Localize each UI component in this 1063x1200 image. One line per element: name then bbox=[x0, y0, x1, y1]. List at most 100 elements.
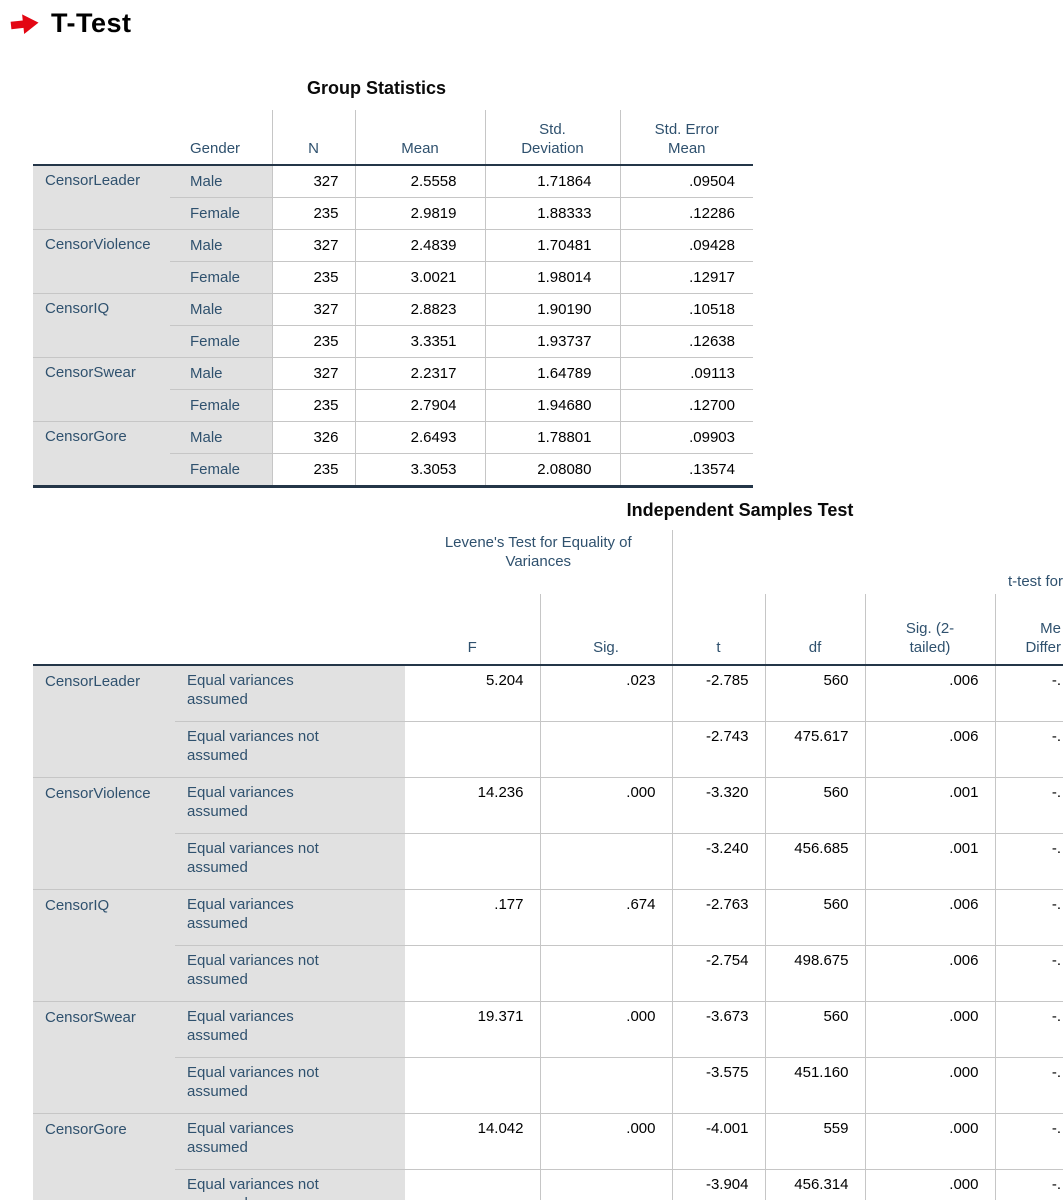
cell-std-deviation: 2.08080 bbox=[484, 453, 620, 488]
span-header-levene-test: Levene's Test for Equality of Variances bbox=[444, 534, 632, 570]
table-row: CensorLeader Male 327 2.5558 1.71864 .09… bbox=[33, 165, 753, 230]
cell-f: .177 bbox=[405, 889, 540, 946]
table-row: Equal variances not assumed -3.240 456.6… bbox=[33, 833, 1063, 890]
cell-n: 326 bbox=[271, 421, 355, 454]
row-header-variable: CensorSwear bbox=[33, 357, 170, 422]
table-row: CensorGore Equal variances assumed 14.04… bbox=[33, 1113, 1063, 1200]
cell-df: 560 bbox=[764, 889, 865, 946]
cell-assumption-label: Equal variances assumed bbox=[175, 1001, 405, 1058]
cell-mean-difference-clipped: -. bbox=[994, 1001, 1063, 1058]
cell-n: 327 bbox=[271, 357, 355, 390]
table-row: CensorIQ Equal variances assumed .177 .6… bbox=[33, 889, 1063, 1002]
cell-f bbox=[405, 721, 540, 778]
cell-f: 14.042 bbox=[405, 1113, 540, 1170]
table-row: Female 235 2.9819 1.88333 .12286 bbox=[33, 197, 753, 230]
cell-std-deviation: 1.88333 bbox=[484, 197, 620, 230]
cell-df: 560 bbox=[764, 665, 865, 722]
independent-samples-test-title: Independent Samples Test bbox=[626, 500, 854, 520]
cell-assumption-label: Equal variances assumed bbox=[175, 1113, 405, 1170]
cell-mean: 2.2317 bbox=[354, 357, 485, 390]
cell-gender: Female bbox=[170, 389, 272, 422]
cell-f: 14.236 bbox=[405, 777, 540, 834]
cell-sig bbox=[539, 721, 672, 778]
cell-std-error-mean: .12638 bbox=[619, 325, 753, 358]
cell-sig-2-tailed: .006 bbox=[864, 721, 995, 778]
cell-sig: .000 bbox=[539, 1001, 672, 1058]
cell-std-deviation: 1.93737 bbox=[484, 325, 620, 358]
cell-n: 235 bbox=[271, 325, 355, 358]
cell-df: 559 bbox=[764, 1113, 865, 1170]
cell-t: -3.575 bbox=[671, 1057, 765, 1114]
cell-std-error-mean: .09504 bbox=[619, 165, 753, 198]
row-header-variable: CensorLeader bbox=[33, 665, 175, 778]
table-row: Equal variances not assumed -2.743 475.6… bbox=[33, 721, 1063, 778]
cell-sig-2-tailed: .006 bbox=[864, 889, 995, 946]
cell-sig-2-tailed: .000 bbox=[864, 1057, 995, 1114]
cell-sig bbox=[539, 1169, 672, 1200]
cell-n: 235 bbox=[271, 197, 355, 230]
table-row: Female 235 2.7904 1.94680 .12700 bbox=[33, 389, 753, 422]
ist-header-row-spans: Levene's Test for Equality of Variances … bbox=[33, 530, 1063, 666]
cell-std-deviation: 1.90190 bbox=[484, 293, 620, 326]
ist-col-header-sig: Sig. bbox=[539, 594, 672, 666]
cell-mean-difference-clipped: -. bbox=[994, 1057, 1063, 1114]
cell-sig bbox=[539, 1057, 672, 1114]
gs-col-header-gender: Gender bbox=[170, 110, 272, 166]
gs-col-header-n: N bbox=[271, 110, 355, 166]
cell-gender: Male bbox=[170, 229, 272, 262]
ist-col-header-sig-2-tailed: Sig. (2- tailed) bbox=[864, 594, 995, 666]
cell-sig-2-tailed: .006 bbox=[864, 945, 995, 1002]
cell-t: -3.240 bbox=[671, 833, 765, 890]
table-row: Female 235 3.0021 1.98014 .12917 bbox=[33, 261, 753, 294]
cell-n: 235 bbox=[271, 261, 355, 294]
cell-t: -3.904 bbox=[671, 1169, 765, 1200]
cell-df: 456.314 bbox=[764, 1169, 865, 1200]
row-header-variable: CensorGore bbox=[33, 1113, 175, 1200]
cell-df: 456.685 bbox=[764, 833, 865, 890]
row-header-variable: CensorGore bbox=[33, 421, 170, 488]
cell-assumption-label: Equal variances not assumed bbox=[175, 1057, 405, 1114]
cell-f bbox=[405, 833, 540, 890]
cell-f: 5.204 bbox=[405, 665, 540, 722]
cell-mean-difference-clipped: -. bbox=[994, 889, 1063, 946]
cell-std-deviation: 1.94680 bbox=[484, 389, 620, 422]
gs-col-header-std-deviation: Std. Deviation bbox=[484, 110, 620, 166]
ist-corner-cell bbox=[33, 530, 175, 666]
gs-col-header-std-error-mean: Std. Error Mean bbox=[619, 110, 753, 166]
row-header-variable: CensorLeader bbox=[33, 165, 170, 230]
cell-sig-2-tailed: .000 bbox=[864, 1113, 995, 1170]
cell-gender: Female bbox=[170, 261, 272, 294]
cell-sig-2-tailed: .006 bbox=[864, 665, 995, 722]
cell-std-error-mean: .09903 bbox=[619, 421, 753, 454]
cell-gender: Male bbox=[170, 421, 272, 454]
cell-mean-difference-clipped: -. bbox=[994, 945, 1063, 1002]
cell-t: -2.754 bbox=[671, 945, 765, 1002]
row-header-variable: CensorViolence bbox=[33, 777, 175, 890]
cell-mean: 2.9819 bbox=[354, 197, 485, 230]
ist-header-row-columns: F Sig. t df Sig. (2- tailed) Me Differ bbox=[33, 594, 1063, 666]
cell-gender: Female bbox=[170, 453, 272, 488]
ist-col-header-mean-difference-clipped: Me Differ bbox=[994, 594, 1063, 666]
cell-std-error-mean: .12917 bbox=[619, 261, 753, 294]
cell-t: -2.763 bbox=[671, 889, 765, 946]
cell-mean-difference-clipped: -. bbox=[994, 1169, 1063, 1200]
cell-n: 327 bbox=[271, 293, 355, 326]
row-header-variable: CensorSwear bbox=[33, 1001, 175, 1114]
table-row: CensorGore Male 326 2.6493 1.78801 .0990… bbox=[33, 421, 753, 488]
cell-mean-difference-clipped: -. bbox=[994, 1113, 1063, 1170]
cell-df: 475.617 bbox=[764, 721, 865, 778]
cell-assumption-label: Equal variances not assumed bbox=[175, 833, 405, 890]
cell-df: 560 bbox=[764, 777, 865, 834]
red-right-arrow-icon bbox=[10, 13, 39, 34]
cell-t: -2.743 bbox=[671, 721, 765, 778]
cell-mean: 3.0021 bbox=[354, 261, 485, 294]
gs-col-header-mean: Mean bbox=[354, 110, 485, 166]
cell-df: 451.160 bbox=[764, 1057, 865, 1114]
cell-mean-difference-clipped: -. bbox=[994, 665, 1063, 722]
cell-sig-2-tailed: .000 bbox=[864, 1169, 995, 1200]
output-heading: T-Test bbox=[10, 8, 132, 39]
cell-df: 498.675 bbox=[764, 945, 865, 1002]
cell-std-error-mean: .13574 bbox=[619, 453, 753, 488]
ist-col-header-t: t bbox=[671, 594, 765, 666]
cell-gender: Male bbox=[170, 293, 272, 326]
